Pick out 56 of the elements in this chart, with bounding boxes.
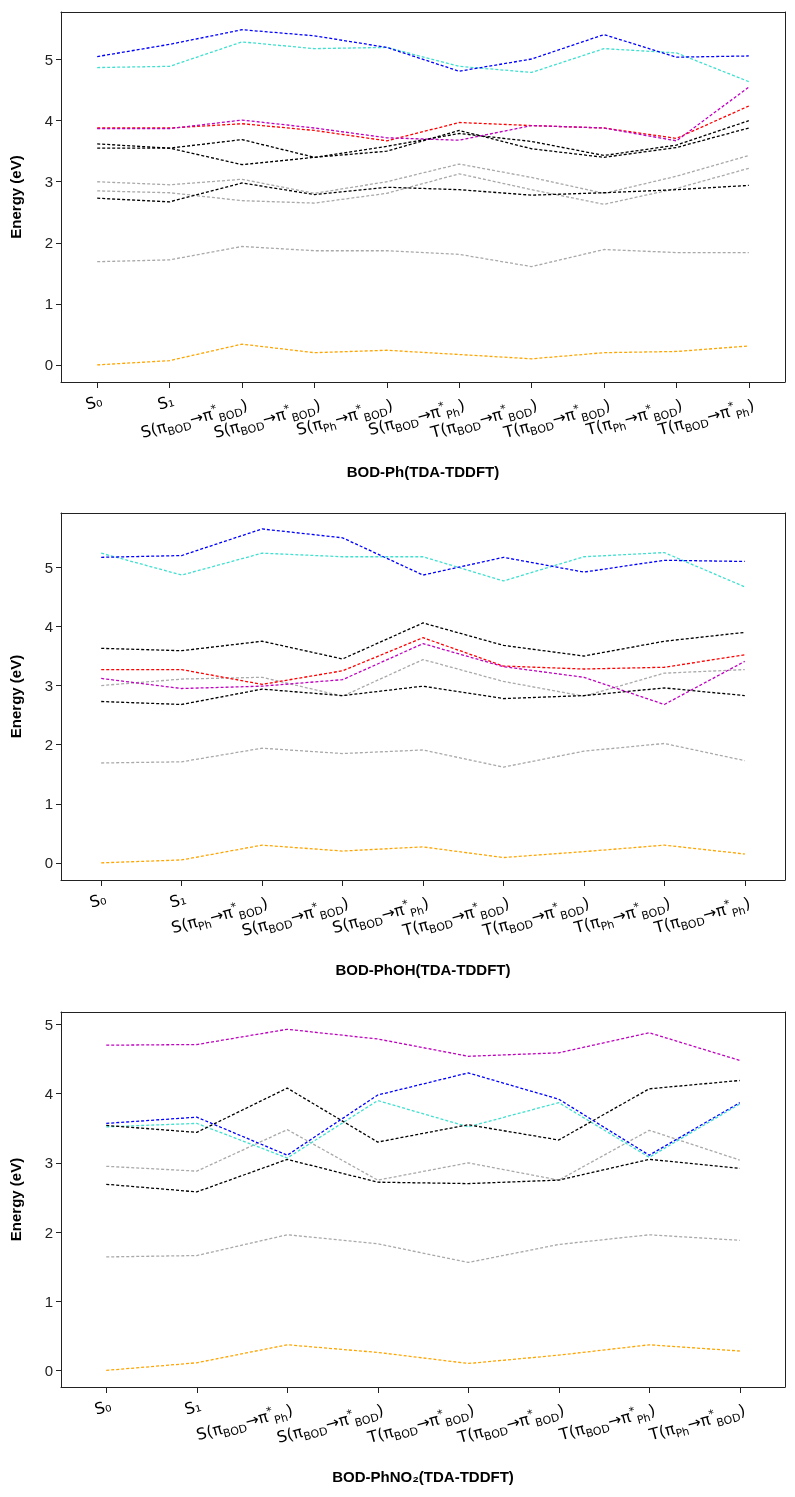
y-tick-label: 5 (44, 558, 53, 576)
y-tick-label: 5 (44, 51, 53, 69)
line-series (96, 105, 750, 142)
x-tick-label: S₀ (86, 889, 108, 912)
line-series (100, 528, 746, 576)
x-axis-title: BOD-PhOH(TDA-TDDFT) (335, 961, 511, 978)
line-series (96, 29, 750, 72)
y-axis-title: Energy (eV) (7, 1157, 24, 1242)
y-tick-label: 1 (44, 295, 53, 313)
line-series (105, 1072, 741, 1156)
y-tick-label: 0 (44, 1361, 53, 1379)
y-tick-label: 0 (44, 356, 53, 374)
x-tick-label: S₀ (82, 391, 104, 414)
y-tick-label: 4 (44, 1085, 53, 1103)
line-series (96, 245, 750, 268)
y-tick-label: 5 (44, 1015, 53, 1033)
x-tick-label: S₁ (155, 391, 177, 414)
line-series (105, 1158, 741, 1193)
y-tick-label: 0 (44, 854, 53, 872)
line-series (100, 658, 746, 697)
line-series (105, 1028, 741, 1062)
line-series (105, 1079, 741, 1143)
line-series (100, 642, 746, 706)
y-tick-label: 1 (44, 795, 53, 813)
y-tick-label: 4 (44, 617, 53, 635)
line-series (100, 685, 746, 706)
line-series (100, 622, 746, 660)
y-tick-label: 4 (44, 112, 53, 130)
line-series (96, 86, 750, 142)
y-axis-title: Energy (eV) (7, 654, 24, 739)
line-series (96, 167, 750, 205)
x-axis-title: BOD-Ph(TDA-TDDFT) (346, 463, 500, 480)
line-series (100, 637, 746, 686)
line-series (100, 742, 746, 768)
line-series (96, 41, 750, 83)
line-series (96, 182, 750, 203)
line-series (100, 551, 746, 588)
y-tick-label: 2 (44, 1223, 53, 1241)
x-tick-label: S₁ (182, 1396, 204, 1419)
line-series (105, 1128, 741, 1181)
line-series (105, 1234, 741, 1264)
y-tick-label: 2 (44, 234, 53, 252)
y-tick-label: 3 (44, 173, 53, 191)
y-tick-label: 1 (44, 1292, 53, 1310)
line-series (100, 844, 746, 864)
x-tick-label: S₀ (91, 1396, 113, 1419)
y-tick-label: 2 (44, 736, 53, 754)
y-tick-label: 3 (44, 677, 53, 695)
x-axis-title: BOD-PhNO₂(TDA-TDDFT) (332, 1468, 514, 1485)
line-series (96, 343, 750, 366)
x-tick-label: S₁ (167, 889, 189, 912)
line-series (105, 1099, 741, 1159)
line-series (96, 154, 750, 194)
y-tick-label: 3 (44, 1154, 53, 1172)
y-axis-title: Energy (eV) (7, 155, 24, 239)
line-series (105, 1344, 741, 1372)
